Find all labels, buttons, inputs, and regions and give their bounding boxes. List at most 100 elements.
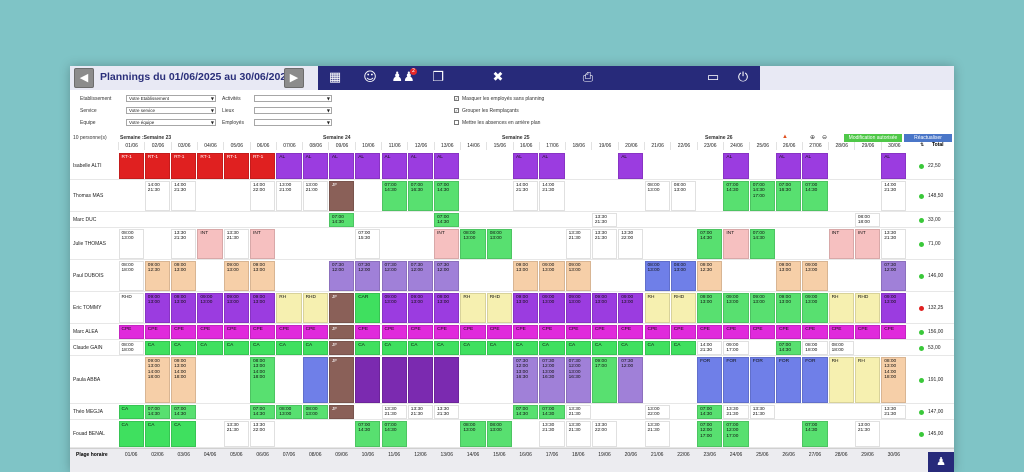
schedule-cell[interactable]: RH xyxy=(828,356,854,403)
schedule-cell[interactable]: 09:00 13:00 xyxy=(197,292,223,323)
schedule-cell[interactable]: 08:00 13:00 xyxy=(460,228,486,259)
schedule-cell[interactable]: 07:30 12:00 xyxy=(618,356,644,403)
schedule-cell[interactable]: 14:00 21:30 xyxy=(697,340,723,355)
day-header[interactable]: 08/06 xyxy=(302,142,328,150)
schedule-cell[interactable]: 09:00 13:00 xyxy=(749,292,775,323)
schedule-cell[interactable]: FOR xyxy=(723,356,749,403)
chart-icon[interactable]: ▲ xyxy=(782,134,788,140)
schedule-cell[interactable]: 13:30 21:30 xyxy=(881,228,907,259)
schedule-cell[interactable]: CA xyxy=(276,340,302,355)
schedule-cell[interactable]: 08:00 13:00 xyxy=(460,420,486,447)
schedule-cell[interactable]: 09:00 17:00 xyxy=(591,356,618,403)
schedule-cell[interactable]: 07:30 12:00 13:00 16:30 xyxy=(513,356,539,403)
schedule-cell[interactable]: CA xyxy=(460,340,486,355)
schedule-cell[interactable]: RH xyxy=(854,356,881,403)
schedule-cell[interactable]: CPE xyxy=(407,324,434,339)
equipe-select[interactable]: Votre équipe ▼ xyxy=(126,119,216,126)
schedule-cell[interactable]: CA xyxy=(486,340,512,355)
schedule-cell[interactable]: CPE xyxy=(618,324,644,339)
schedule-cell[interactable]: 09:00 13:00 xyxy=(776,260,802,291)
day-header[interactable]: 27/06 xyxy=(801,142,828,150)
day-header[interactable]: 22/06 xyxy=(670,142,696,150)
day-header[interactable]: 19/06 xyxy=(591,142,617,150)
schedule-cell[interactable]: AL xyxy=(355,152,381,179)
schedule-cell[interactable]: CPE xyxy=(723,324,749,339)
hide-empty-checkbox[interactable]: ✓ Masquer les employés sans planning xyxy=(454,96,544,102)
day-header[interactable]: 04/06 xyxy=(196,142,223,150)
schedule-cell[interactable]: CPE xyxy=(434,324,460,339)
schedule-cell[interactable]: CA xyxy=(144,340,171,355)
schedule-cell[interactable]: CA xyxy=(513,340,539,355)
day-header[interactable]: 05/06 xyxy=(223,142,249,150)
schedule-cell[interactable]: 13:30 21:30 xyxy=(223,420,249,447)
schedule-cell[interactable]: RHD xyxy=(486,292,512,323)
schedule-cell[interactable]: 08:00 18:00 xyxy=(828,340,854,355)
schedule-cell[interactable]: 08:00 18:00 xyxy=(118,260,144,291)
schedule-cell[interactable]: CPE xyxy=(355,324,381,339)
schedule-cell[interactable]: 07:00 14:30 xyxy=(802,180,828,211)
day-header[interactable]: 17/06 xyxy=(538,142,565,150)
power-icon[interactable]: ⏻ xyxy=(737,70,749,85)
sort-icon[interactable]: ⇅ xyxy=(920,142,925,148)
employee-name[interactable]: Théo MEGJA xyxy=(73,409,104,415)
schedule-cell[interactable]: 07:30 12:00 xyxy=(407,260,434,291)
employee-name[interactable]: Paul DUBOIS xyxy=(73,273,104,279)
schedule-cell[interactable]: 09:00 13:00 xyxy=(171,260,197,291)
schedule-cell[interactable]: 07:30 12:00 xyxy=(355,260,381,291)
schedule-cell[interactable]: RT-1 xyxy=(197,152,223,179)
schedule-cell[interactable]: 09:00 13:00 xyxy=(802,292,828,323)
users-icon[interactable]: ♟♟ 2 xyxy=(391,68,417,85)
schedule-cell[interactable]: 13:30 22:00 xyxy=(591,420,618,447)
zoom-in-icon[interactable]: ⊕ xyxy=(810,134,816,141)
schedule-cell[interactable]: AL xyxy=(539,152,565,179)
schedule-cell[interactable]: 09:00 13:00 xyxy=(250,292,276,323)
employee-name[interactable]: Isabelle ALTI xyxy=(73,163,102,169)
schedule-cell[interactable]: AL xyxy=(328,152,355,179)
schedule-cell[interactable]: CA xyxy=(118,404,144,419)
smiley-icon[interactable]: ☺ xyxy=(363,70,377,85)
schedule-cell[interactable]: 07:00 16:30 xyxy=(776,180,802,211)
schedule-cell[interactable]: 13:30 21:30 xyxy=(591,212,618,227)
schedule-cell[interactable]: 07:00 14:30 17:00 xyxy=(749,180,775,211)
day-header[interactable]: 18/06 xyxy=(565,142,591,150)
schedule-cell[interactable]: CPE xyxy=(670,324,697,339)
schedule-cell[interactable]: 08:00 13:00 xyxy=(276,404,302,419)
print-icon[interactable]: ⎙ xyxy=(582,70,594,85)
schedule-cell[interactable]: 08:00 13:00 xyxy=(670,180,697,211)
schedule-cell[interactable]: 07:00 12:00 17:00 xyxy=(697,420,723,447)
day-header[interactable]: 21/06 xyxy=(644,142,670,150)
schedule-cell[interactable]: 09:00 13:00 14:00 18:00 xyxy=(144,356,171,403)
schedule-cell[interactable]: CPE xyxy=(144,324,171,339)
copy-icon[interactable]: ❐ xyxy=(432,70,444,85)
employee-name[interactable]: Marc ALEA xyxy=(73,329,99,335)
employee-name[interactable]: Eric TOMMY xyxy=(73,305,102,311)
lieux-select[interactable]: ▼ xyxy=(254,107,332,114)
schedule-cell[interactable]: 13:30 21:30 xyxy=(644,420,670,447)
schedule-cell[interactable]: CA xyxy=(565,340,591,355)
schedule-cell[interactable]: CA xyxy=(197,340,223,355)
schedule-cell[interactable]: 09:00 13:00 xyxy=(881,292,907,323)
schedule-cell[interactable]: 07:00 15:30 xyxy=(355,228,381,259)
schedule-cell[interactable]: 13:30 22:00 xyxy=(250,420,276,447)
day-header[interactable]: 02/06 xyxy=(144,142,170,150)
schedule-cell[interactable]: CPE xyxy=(302,324,328,339)
employee-name[interactable]: Thomas MAS xyxy=(73,193,104,199)
schedule-cell[interactable]: CPE xyxy=(223,324,249,339)
schedule-cell[interactable]: CPE xyxy=(381,324,407,339)
schedule-cell[interactable]: CPE xyxy=(197,324,223,339)
schedule-cell[interactable]: CPE xyxy=(591,324,618,339)
schedule-cell[interactable]: 08:00 13:00 xyxy=(302,404,328,419)
schedule-cell[interactable]: 07:30 12:00 13:00 16:30 xyxy=(539,356,565,403)
schedule-cell[interactable] xyxy=(407,356,434,403)
schedule-cell[interactable]: 07:30 12:00 13:00 16:30 xyxy=(565,356,591,403)
schedule-cell[interactable]: 09:00 13:00 xyxy=(802,260,828,291)
schedule-cell[interactable]: 09:00 13:00 xyxy=(565,292,591,323)
schedule-cell[interactable]: CPE xyxy=(881,324,907,339)
day-header[interactable]: 28/06 xyxy=(828,142,854,150)
schedule-cell[interactable]: 13:30 21:30 xyxy=(881,404,907,419)
schedule-cell[interactable]: 14:00 21:30 xyxy=(539,180,565,211)
schedule-cell[interactable]: 07:00 14:30 xyxy=(697,228,723,259)
schedule-cell[interactable]: 08:00 13:00 xyxy=(644,260,670,291)
schedule-cell[interactable]: 07:00 14:30 xyxy=(434,180,460,211)
schedule-cell[interactable]: JF xyxy=(328,292,355,323)
